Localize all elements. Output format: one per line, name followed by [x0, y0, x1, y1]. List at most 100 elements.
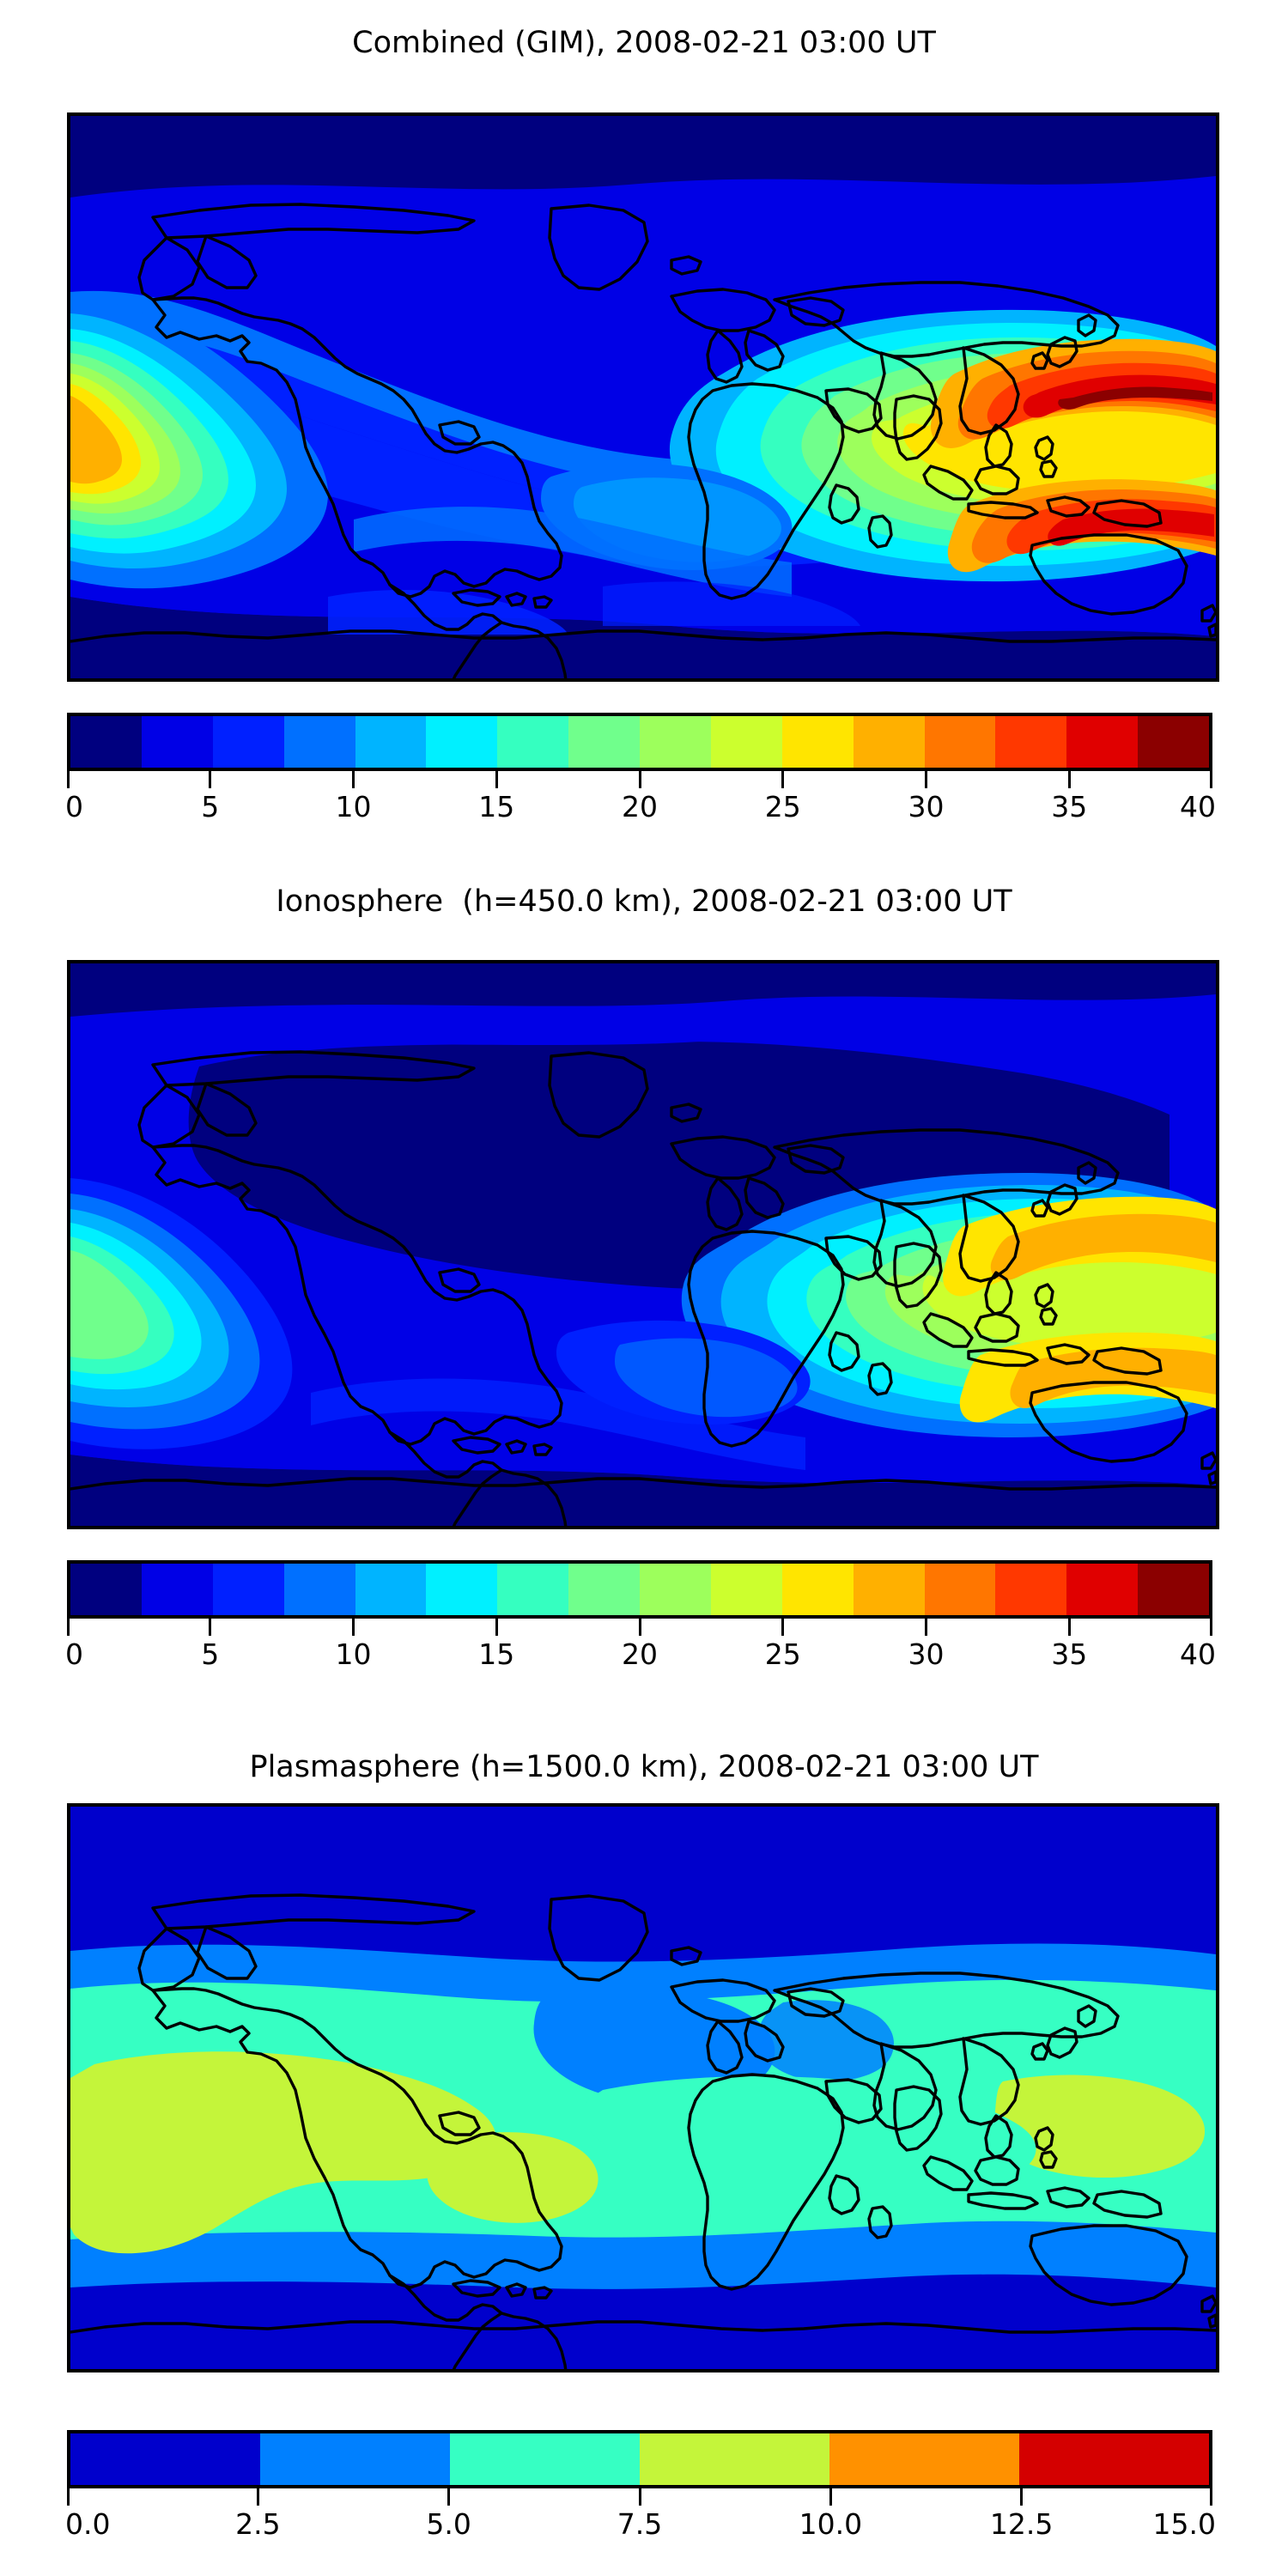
panel-title-plasmasphere: Plasmasphere (h=1500.0 km), 2008-02-21 0… — [249, 1750, 1039, 1784]
colorbar-band — [450, 2433, 640, 2485]
colorbar-tick — [925, 1619, 927, 1636]
colorbar-tick — [209, 771, 212, 788]
colorbar-tick-label: 15 — [478, 1637, 515, 1671]
colorbar-plasmasphere: 0.0 2.5 5.0 7.5 10.0 12.5 15.0 — [65, 2430, 1216, 2559]
colorbar-band — [924, 1564, 996, 1615]
colorbar-tick-label: 2.5 — [235, 2507, 281, 2541]
colorbar-tick — [1020, 2488, 1024, 2506]
colorbar-tick-label: 5 — [201, 790, 220, 823]
colorbar-ionosphere: 0 5 10 15 20 25 30 35 40 — [65, 1560, 1216, 1689]
colorbar-band — [70, 1564, 142, 1615]
colorbar-tick — [67, 1619, 70, 1636]
colorbar-band — [781, 1564, 854, 1615]
colorbar-tick-label: 30 — [908, 790, 945, 823]
colorbar-tick-label: 15.0 — [1152, 2507, 1216, 2541]
colorbar-band — [640, 1564, 711, 1615]
colorbar-band — [283, 716, 355, 768]
colorbar-tick-label: 5.0 — [426, 2507, 471, 2541]
colorbar-band — [355, 716, 427, 768]
colorbar-tick-label: 7.5 — [617, 2507, 663, 2541]
colorbar-tick-label: 12.5 — [989, 2507, 1054, 2541]
colorbar-tick-label: 0 — [65, 1637, 83, 1671]
colorbar-band — [497, 1564, 569, 1615]
colorbar-tick-label: 5 — [201, 1637, 220, 1671]
colorbar-band — [1066, 716, 1139, 768]
colorbar-band — [497, 716, 569, 768]
map-combined — [67, 112, 1219, 682]
colorbar-tick-label: 40 — [1180, 790, 1216, 823]
colorbar-tick-label: 40 — [1180, 1637, 1216, 1671]
colorbar-tick — [352, 1619, 355, 1636]
colorbar-ticks-plasmasphere — [67, 2488, 1212, 2507]
colorbar-band — [141, 1564, 213, 1615]
colorbar-tick-label: 20 — [622, 1637, 658, 1671]
colorbar-band — [568, 1564, 640, 1615]
colorbar-tick — [1067, 1619, 1071, 1636]
colorbar-tick-label: 10 — [335, 790, 372, 823]
colorbar-tick — [1210, 1619, 1212, 1636]
colorbar-strip-ionosphere — [67, 1560, 1212, 1619]
colorbar-tick-label: 30 — [908, 1637, 945, 1671]
colorbar-labels-combined: 0 5 10 15 20 25 30 35 40 — [65, 790, 1216, 831]
panel-title-combined: Combined (GIM), 2008-02-21 03:00 UT — [352, 26, 936, 60]
colorbar-tick — [1210, 771, 1212, 788]
colorbar-combined: 0 5 10 15 20 25 30 35 40 — [65, 713, 1216, 841]
colorbar-band — [853, 1564, 925, 1615]
colorbar-tick-label: 20 — [622, 790, 658, 823]
colorbar-band — [995, 716, 1067, 768]
colorbar-tick — [781, 771, 785, 788]
panel-title-ionosphere: Ionosphere (h=450.0 km), 2008-02-21 03:0… — [276, 884, 1012, 919]
colorbar-tick — [925, 771, 927, 788]
colorbar-tick — [638, 2488, 641, 2506]
map-ionosphere — [67, 960, 1219, 1529]
colorbar-tick — [495, 771, 498, 788]
colorbar-tick — [1067, 771, 1071, 788]
colorbar-band — [995, 1564, 1067, 1615]
colorbar-tick-label: 25 — [764, 1637, 801, 1671]
contour-map-plasmasphere — [70, 1807, 1216, 2369]
colorbar-tick — [495, 1619, 498, 1636]
colorbar-band — [781, 716, 854, 768]
panel-ionosphere: Ionosphere (h=450.0 km), 2008-02-21 03:0… — [0, 859, 1288, 1717]
colorbar-band — [141, 716, 213, 768]
colorbar-band — [710, 1564, 782, 1615]
colorbar-tick — [352, 771, 355, 788]
colorbar-band — [283, 1564, 355, 1615]
colorbar-band — [640, 2433, 829, 2485]
colorbar-band — [70, 716, 142, 768]
colorbar-tick — [447, 2488, 451, 2506]
colorbar-tick — [256, 2488, 259, 2506]
colorbar-band — [924, 716, 996, 768]
colorbar-band — [212, 1564, 284, 1615]
colorbar-tick-label: 10.0 — [799, 2507, 863, 2541]
colorbar-ticks-combined — [67, 771, 1212, 790]
colorbar-band — [426, 716, 498, 768]
colorbar-strip-combined — [67, 713, 1212, 771]
colorbar-band — [1019, 2433, 1209, 2485]
colorbar-labels-ionosphere: 0 5 10 15 20 25 30 35 40 — [65, 1637, 1216, 1679]
colorbar-tick-label: 25 — [764, 790, 801, 823]
colorbar-strip-plasmasphere — [67, 2430, 1212, 2488]
colorbar-band — [710, 716, 782, 768]
colorbar-band — [853, 716, 925, 768]
colorbar-tick-label: 35 — [1051, 790, 1088, 823]
colorbar-band — [260, 2433, 450, 2485]
colorbar-tick-label: 35 — [1051, 1637, 1088, 1671]
colorbar-tick — [1210, 2488, 1212, 2506]
colorbar-ticks-ionosphere — [67, 1619, 1212, 1637]
panel-plasmasphere: Plasmasphere (h=1500.0 km), 2008-02-21 0… — [0, 1717, 1288, 2576]
colorbar-band — [355, 1564, 427, 1615]
colorbar-tick-label: 0 — [65, 790, 83, 823]
colorbar-band — [70, 2433, 260, 2485]
colorbar-tick — [209, 1619, 212, 1636]
panel-combined: Combined (GIM), 2008-02-21 03:00 UT — [0, 0, 1288, 859]
contour-map-combined — [70, 116, 1216, 678]
colorbar-band — [426, 1564, 498, 1615]
map-plasmasphere — [67, 1803, 1219, 2372]
colorbar-tick-label: 15 — [478, 790, 515, 823]
colorbar-tick — [67, 771, 70, 788]
colorbar-tick — [638, 771, 641, 788]
colorbar-band — [1138, 1564, 1209, 1615]
colorbar-tick — [781, 1619, 785, 1636]
